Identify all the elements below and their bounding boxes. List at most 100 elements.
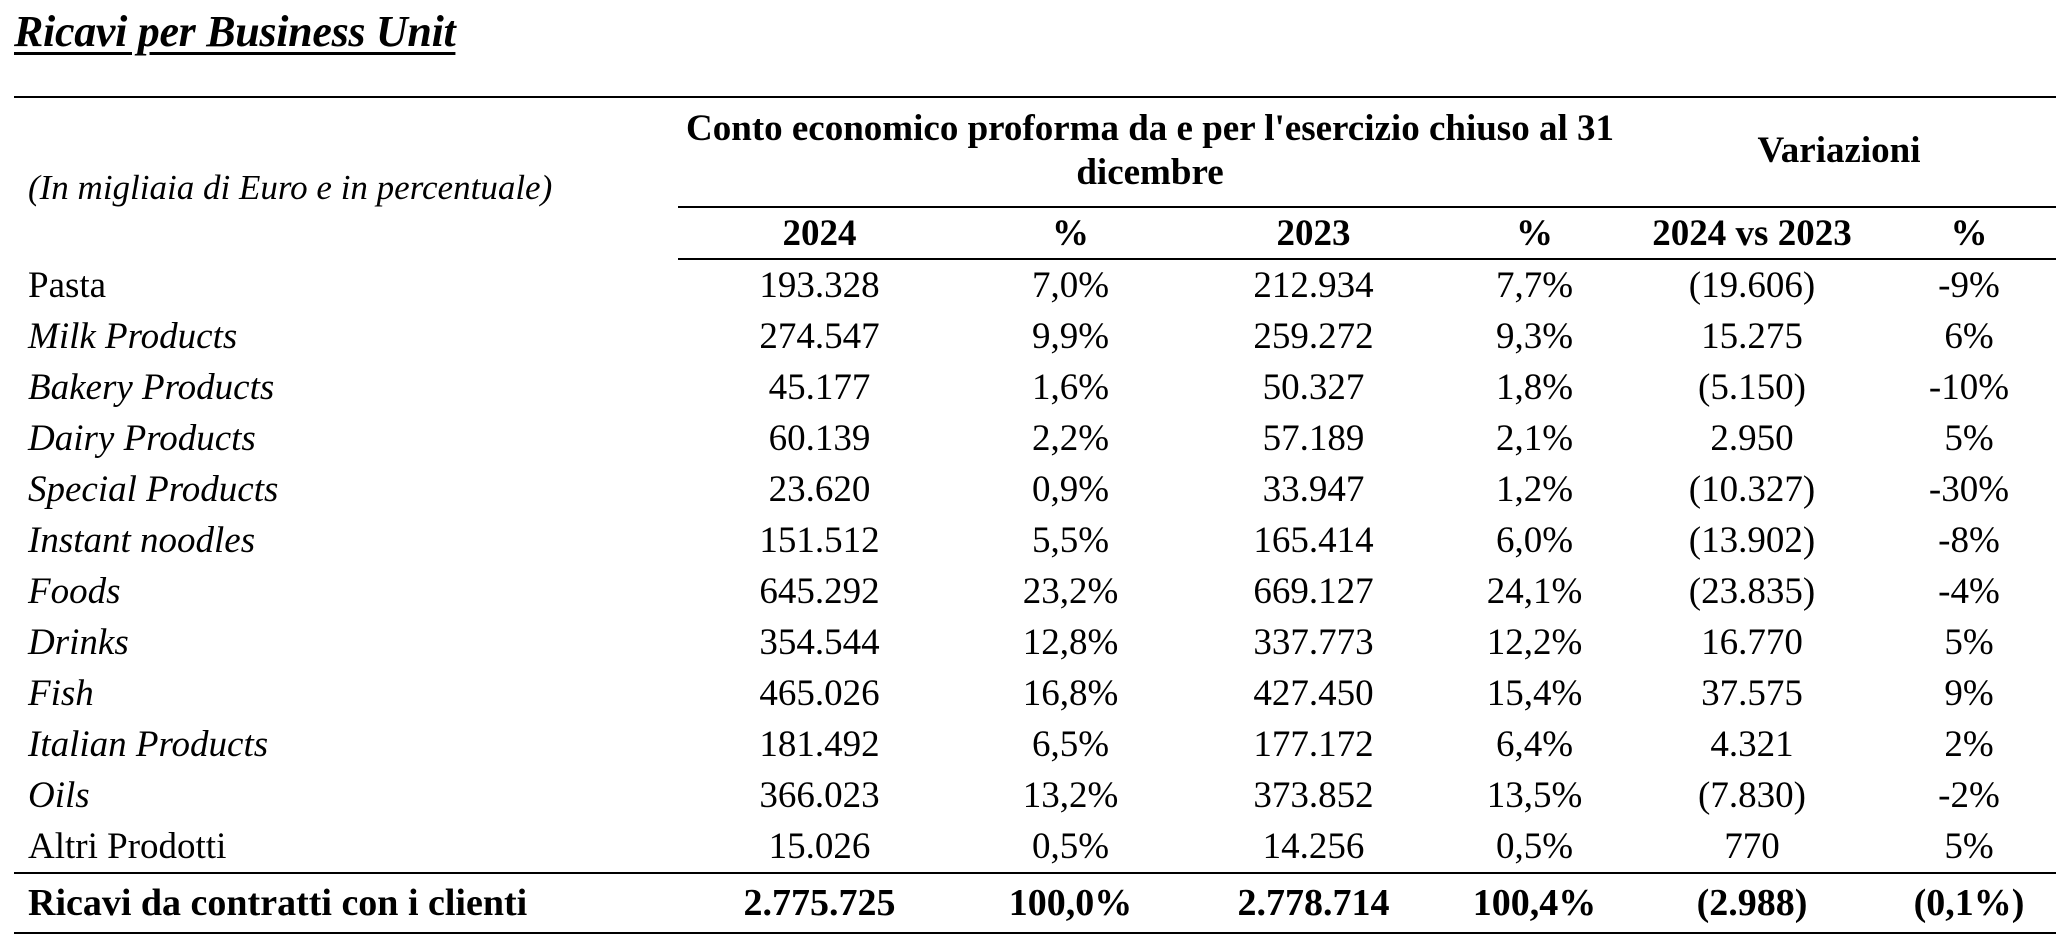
cell-pct-2023: 12,2% bbox=[1486, 622, 1583, 663]
cell-pct-variation: -2% bbox=[1938, 775, 2000, 816]
cell-2024: 366.023 bbox=[759, 775, 880, 816]
cell-2023: 373.852 bbox=[1253, 775, 1374, 816]
table-row: Milk Products 274.547 9,9% 259.272 9,3% … bbox=[14, 311, 2056, 362]
cell-pct-2024: 0,5% bbox=[1031, 826, 1110, 867]
total-variation: (2.988) bbox=[1622, 872, 1882, 934]
cell-2024: 181.492 bbox=[759, 724, 880, 765]
cell-pct-2024: 23,2% bbox=[1022, 571, 1119, 612]
unit-label: (In migliaia di Euro e in percentuale) bbox=[14, 96, 678, 259]
cell-pct-2023: 15,4% bbox=[1486, 673, 1583, 714]
table-row: Oils 366.023 13,2% 373.852 13,5% (7.830)… bbox=[14, 770, 2056, 821]
cell-pct-2024: 2,2% bbox=[1031, 418, 1110, 459]
cell-2023: 165.414 bbox=[1253, 520, 1374, 561]
cell-pct-2024: 16,8% bbox=[1022, 673, 1119, 714]
cell-2023: 337.773 bbox=[1253, 622, 1374, 663]
cell-2023: 50.327 bbox=[1262, 367, 1365, 408]
cell-variation: 2.950 bbox=[1710, 418, 1794, 459]
header-row-columns: 2024 % 2023 % 2024 vs 2023 % bbox=[14, 207, 2056, 260]
cell-variation: (7.830) bbox=[1698, 775, 1806, 816]
table-row: Foods 645.292 23,2% 669.127 24,1% (23.83… bbox=[14, 566, 2056, 617]
cell-2023: 33.947 bbox=[1262, 469, 1365, 510]
cell-variation: (19.606) bbox=[1688, 265, 1816, 306]
cell-2024: 15.026 bbox=[768, 826, 871, 867]
cell-variation: 16.770 bbox=[1701, 622, 1803, 663]
cell-pct-variation: -30% bbox=[1928, 469, 2010, 510]
cell-variation: 4.321 bbox=[1710, 724, 1794, 765]
cell-pct-2024: 7,0% bbox=[1031, 265, 1110, 306]
cell-pct-variation: -9% bbox=[1938, 265, 2000, 306]
row-name: Bakery Products bbox=[28, 367, 275, 408]
cell-pct-2023: 24,1% bbox=[1486, 571, 1583, 612]
row-name: Oils bbox=[28, 775, 90, 816]
cell-variation: 15.275 bbox=[1701, 316, 1803, 357]
table-row: Bakery Products 45.177 1,6% 50.327 1,8% … bbox=[14, 362, 2056, 413]
column-header-2024: 2024 bbox=[678, 207, 961, 260]
cell-pct-2023: 9,3% bbox=[1495, 316, 1574, 357]
cell-pct-variation: -8% bbox=[1938, 520, 2000, 561]
cell-pct-variation: -4% bbox=[1938, 571, 2000, 612]
row-name: Special Products bbox=[28, 469, 279, 510]
column-header-pct-variation: % bbox=[1882, 207, 2056, 260]
cell-2024: 151.512 bbox=[759, 520, 880, 561]
cell-variation: (10.327) bbox=[1688, 469, 1816, 510]
cell-2023: 57.189 bbox=[1262, 418, 1365, 459]
revenue-table: (In migliaia di Euro e in percentuale) C… bbox=[14, 96, 2056, 934]
cell-pct-2023: 1,8% bbox=[1495, 367, 1574, 408]
cell-variation: (5.150) bbox=[1698, 367, 1806, 408]
table-row: Drinks 354.544 12,8% 337.773 12,2% 16.77… bbox=[14, 617, 2056, 668]
cell-2024: 45.177 bbox=[768, 367, 871, 408]
column-header-pct-2023: % bbox=[1447, 207, 1622, 260]
cell-variation: 770 bbox=[1724, 826, 1780, 867]
column-header-pct-2024: % bbox=[961, 207, 1180, 260]
cell-variation: (13.902) bbox=[1688, 520, 1816, 561]
cell-variation: 37.575 bbox=[1701, 673, 1803, 714]
cell-pct-2024: 13,2% bbox=[1022, 775, 1119, 816]
row-name: Pasta bbox=[28, 264, 107, 306]
row-name: Instant noodles bbox=[28, 520, 256, 561]
total-label: Ricavi da contratti con i clienti bbox=[14, 872, 678, 934]
cell-pct-2024: 6,5% bbox=[1031, 724, 1110, 765]
total-2024: 2.775.725 bbox=[678, 872, 961, 934]
group-header: Conto economico proforma da e per l'eser… bbox=[678, 96, 1622, 208]
cell-pct-variation: 2% bbox=[1944, 724, 1994, 765]
row-name: Fish bbox=[28, 673, 94, 714]
cell-2024: 23.620 bbox=[768, 469, 871, 510]
total-pct-2023: 100,4% bbox=[1447, 872, 1622, 934]
cell-pct-2023: 6,0% bbox=[1495, 520, 1574, 561]
table-row: Italian Products 181.492 6,5% 177.172 6,… bbox=[14, 719, 2056, 770]
table-body: Pasta 193.328 7,0% 212.934 7,7% (19.606)… bbox=[14, 259, 2056, 934]
table-row: Fish 465.026 16,8% 427.450 15,4% 37.575 … bbox=[14, 668, 2056, 719]
variation-header: Variazioni bbox=[1622, 96, 2056, 208]
cell-2023: 427.450 bbox=[1253, 673, 1374, 714]
table-row: Instant noodles 151.512 5,5% 165.414 6,0… bbox=[14, 515, 2056, 566]
cell-pct-variation: 5% bbox=[1944, 418, 1994, 459]
row-name: Dairy Products bbox=[28, 418, 256, 459]
cell-2023: 259.272 bbox=[1253, 316, 1374, 357]
cell-2023: 669.127 bbox=[1253, 571, 1374, 612]
table-row: Special Products 23.620 0,9% 33.947 1,2%… bbox=[14, 464, 2056, 515]
cell-pct-variation: 9% bbox=[1944, 673, 1994, 714]
cell-2023: 177.172 bbox=[1253, 724, 1374, 765]
cell-2024: 274.547 bbox=[759, 316, 880, 357]
cell-pct-2024: 12,8% bbox=[1022, 622, 1119, 663]
cell-pct-variation: 5% bbox=[1944, 622, 1994, 663]
cell-pct-2023: 0,5% bbox=[1495, 826, 1574, 867]
cell-pct-2023: 1,2% bbox=[1495, 469, 1574, 510]
cell-2023: 212.934 bbox=[1253, 265, 1374, 306]
cell-pct-2023: 7,7% bbox=[1495, 265, 1574, 306]
cell-2024: 645.292 bbox=[759, 571, 880, 612]
row-name: Drinks bbox=[28, 622, 129, 663]
row-name: Italian Products bbox=[28, 724, 269, 765]
row-name: Foods bbox=[28, 571, 121, 612]
cell-pct-variation: 6% bbox=[1944, 316, 1994, 357]
table-row: Altri Prodotti 15.026 0,5% 14.256 0,5% 7… bbox=[14, 821, 2056, 873]
total-pct-variation: (0,1%) bbox=[1882, 872, 2056, 934]
cell-pct-2024: 9,9% bbox=[1031, 316, 1110, 357]
cell-pct-variation: -10% bbox=[1928, 367, 2010, 408]
column-header-2023: 2023 bbox=[1180, 207, 1447, 260]
cell-pct-2024: 0,9% bbox=[1031, 469, 1110, 510]
cell-2024: 354.544 bbox=[759, 622, 880, 663]
cell-pct-2024: 5,5% bbox=[1031, 520, 1110, 561]
cell-pct-2024: 1,6% bbox=[1031, 367, 1110, 408]
header-row-group: (In migliaia di Euro e in percentuale) C… bbox=[14, 96, 2056, 259]
